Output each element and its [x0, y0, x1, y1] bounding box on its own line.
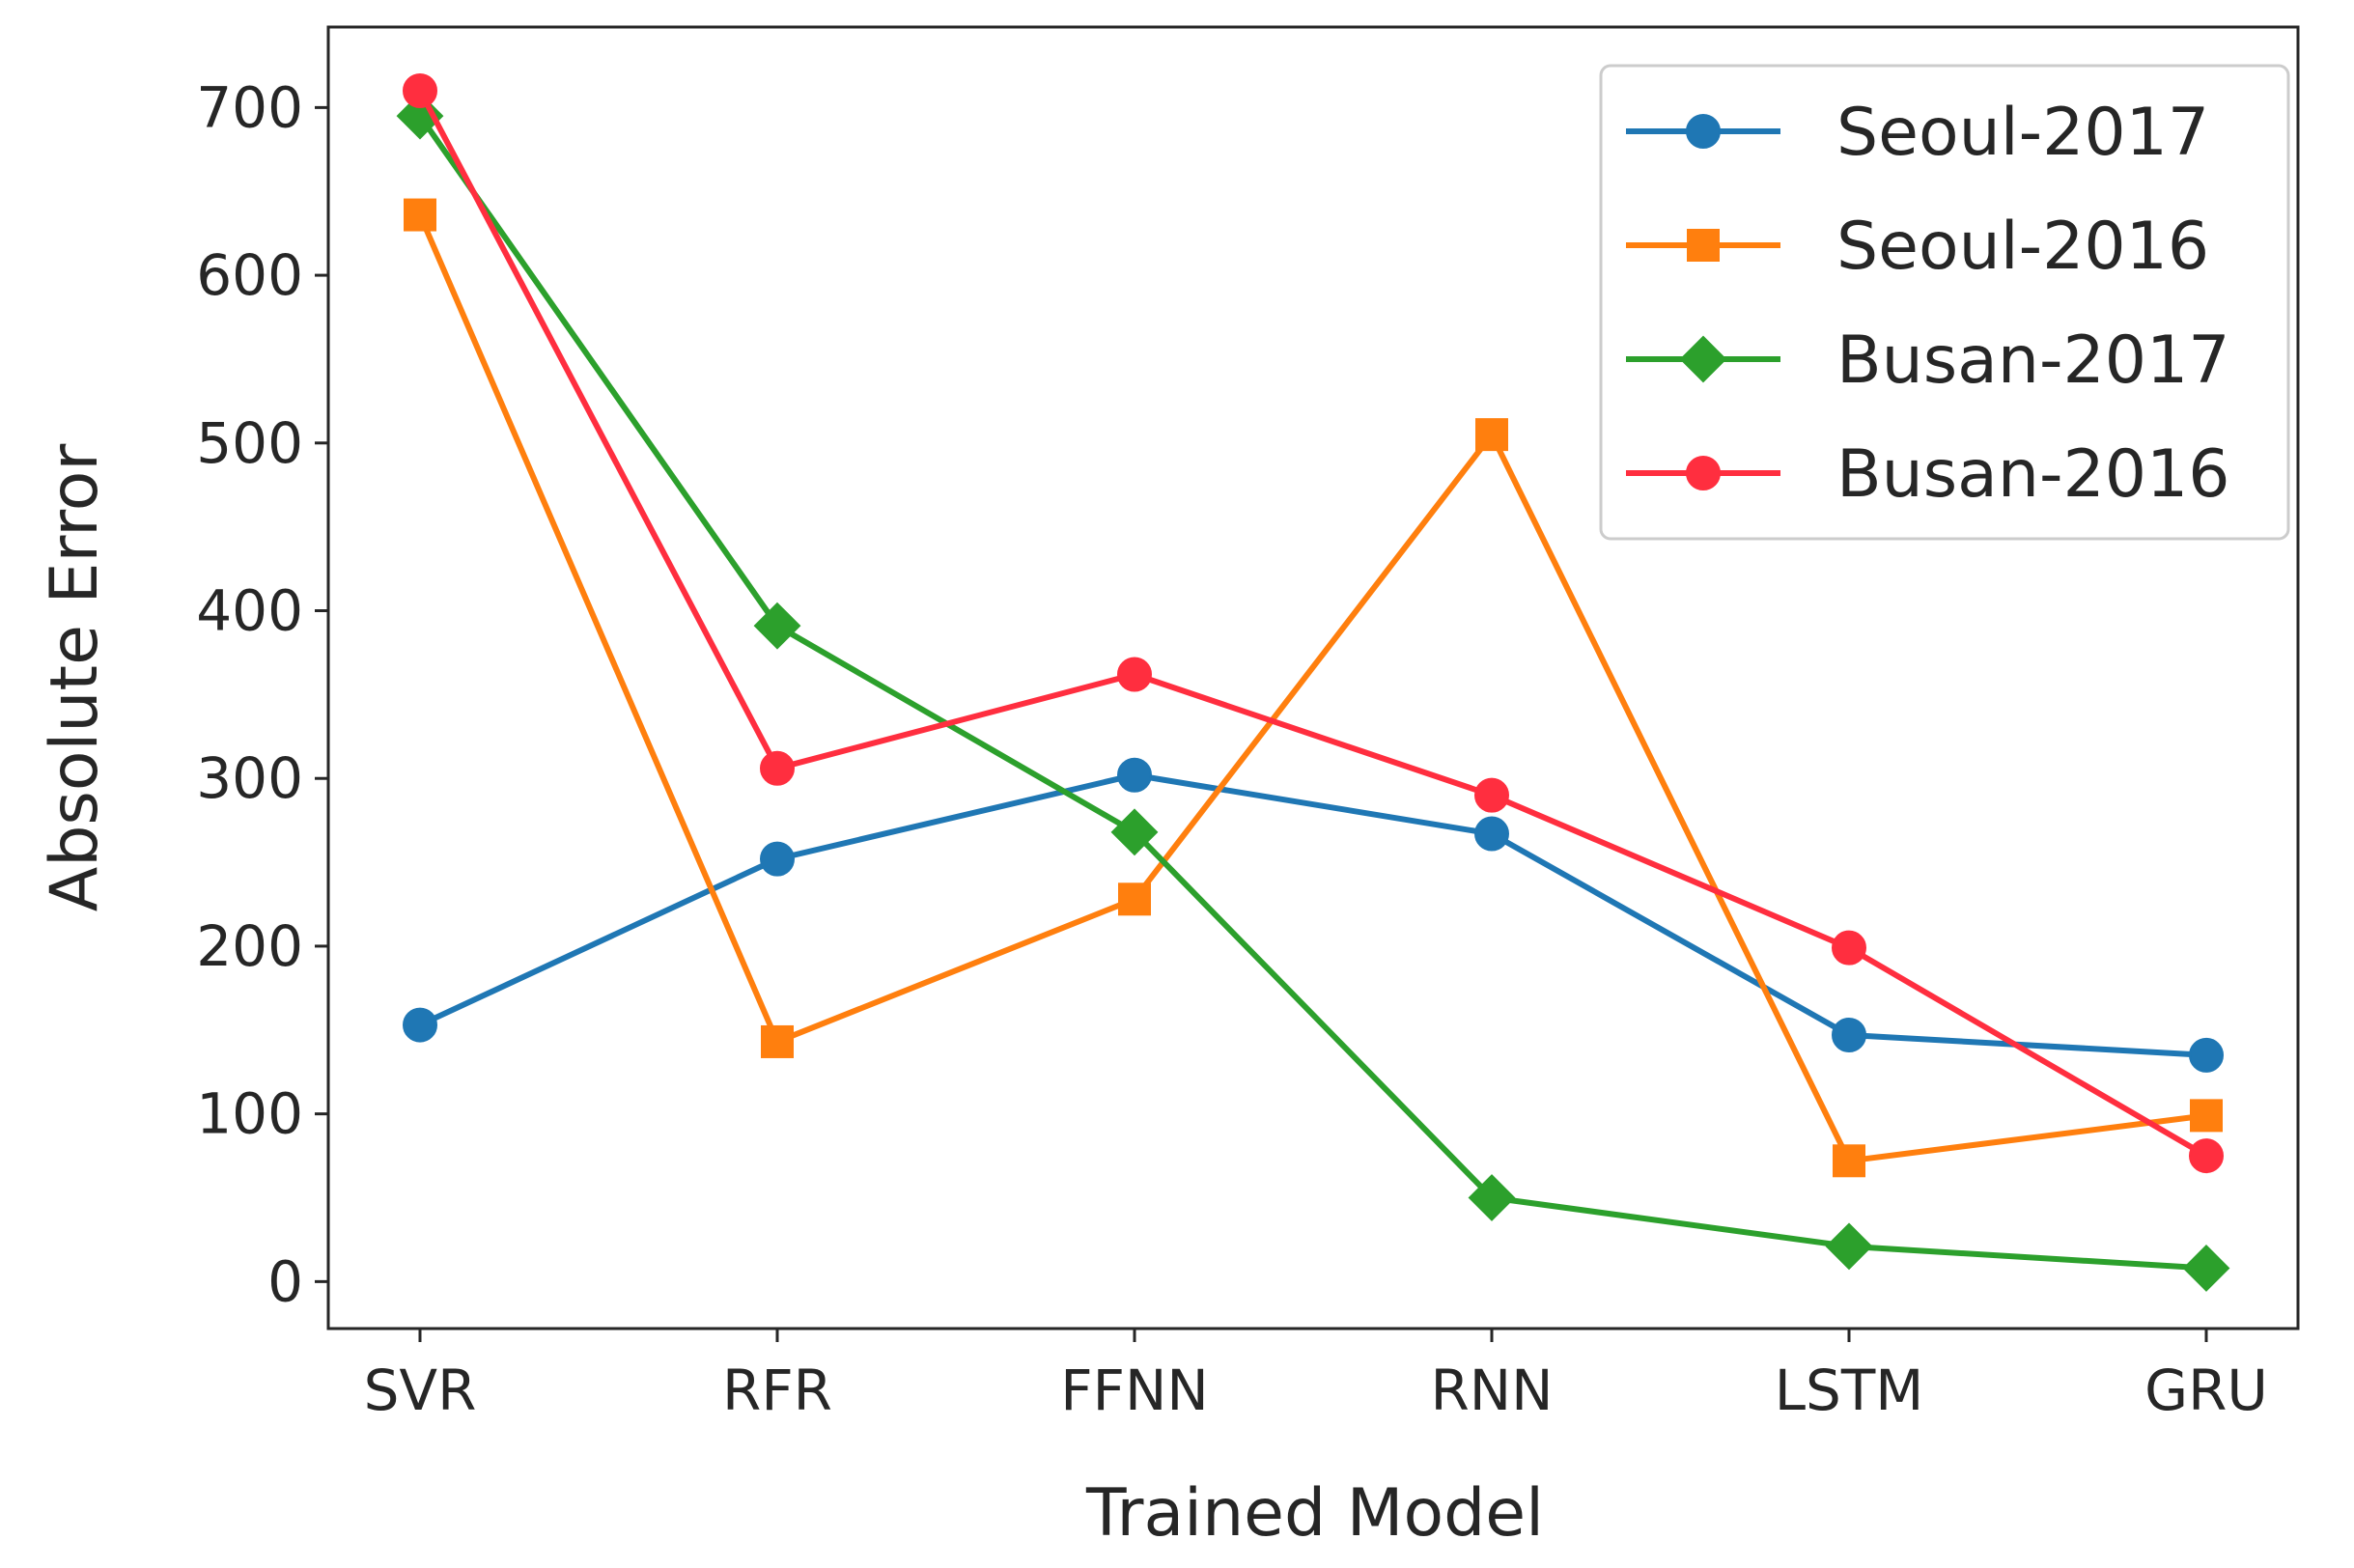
data-point — [1832, 1018, 1866, 1053]
x-tick-label: LSTM — [1775, 1358, 1924, 1423]
legend-entry: Busan-2017 — [1626, 322, 2230, 399]
legend: Seoul-2017 Seoul-2016 Busan-2017 Busan-2016 — [1599, 64, 2290, 541]
data-point — [404, 198, 436, 232]
data-point — [1110, 808, 1159, 856]
legend-label: Seoul-2016 — [1836, 209, 2209, 285]
series-layer — [396, 73, 2230, 1292]
legend-marker — [1686, 456, 1721, 490]
data-point — [1468, 1174, 1516, 1221]
data-point — [1825, 1222, 1873, 1271]
x-axis-ticks: SVR RFR FFNN RNN LSTM GRU — [364, 1329, 2268, 1423]
x-tick-label: GRU — [2144, 1358, 2268, 1423]
legend-marker — [1687, 229, 1720, 262]
legend-label: Busan-2017 — [1836, 322, 2230, 399]
data-point — [1117, 657, 1152, 692]
y-axis-title: Absolute Error — [37, 444, 113, 912]
data-point — [396, 92, 444, 140]
legend-marker — [1679, 335, 1727, 383]
series-line — [417, 114, 2207, 1272]
data-point — [403, 1007, 437, 1043]
legend-entry: Busan-2016 — [1626, 436, 2230, 513]
y-tick-label: 300 — [196, 745, 303, 811]
data-point — [1833, 1144, 1865, 1178]
y-tick-label: 500 — [196, 410, 303, 476]
data-point — [2189, 1138, 2224, 1174]
data-point — [2189, 1037, 2224, 1073]
y-axis-ticks: 0 100 200 300 400 500 600 700 — [196, 74, 328, 1314]
legend-label: Seoul-2017 — [1836, 95, 2209, 171]
legend-marker — [1686, 114, 1721, 149]
legend-entry: Seoul-2016 — [1626, 209, 2209, 285]
y-tick-label: 200 — [196, 913, 303, 979]
legend-entry: Seoul-2017 — [1626, 95, 2209, 171]
data-point — [1832, 930, 1866, 966]
legend-entries: Seoul-2017 Seoul-2016 Busan-2017 Busan-2016 — [1626, 95, 2230, 513]
series-busan-2017 — [396, 92, 2230, 1292]
x-tick-label: FFNN — [1060, 1358, 1209, 1423]
y-tick-label: 0 — [267, 1248, 303, 1314]
data-point — [760, 841, 795, 877]
series-seoul-2016 — [404, 198, 2223, 1178]
x-axis-title: Trained Model — [1085, 1475, 1544, 1552]
y-tick-label: 600 — [196, 242, 303, 308]
series-line — [418, 771, 2207, 1058]
data-point — [760, 750, 795, 786]
series-seoul-2017 — [403, 757, 2224, 1073]
y-tick-label: 100 — [196, 1081, 303, 1147]
data-point — [1475, 418, 1508, 452]
data-point — [1118, 882, 1151, 916]
data-point — [2190, 1099, 2223, 1133]
data-point — [1474, 816, 1509, 852]
data-point — [761, 1024, 794, 1058]
legend-label: Busan-2016 — [1836, 436, 2230, 513]
data-point — [1474, 777, 1509, 813]
data-point — [2182, 1245, 2230, 1292]
x-tick-label: RNN — [1430, 1358, 1553, 1423]
x-tick-label: RFR — [722, 1358, 832, 1423]
legend-frame — [1599, 64, 2290, 541]
y-tick-label: 400 — [196, 578, 303, 644]
series-line — [417, 89, 2208, 1159]
series-line — [417, 213, 2207, 1164]
y-tick-label: 700 — [196, 74, 303, 140]
data-point — [753, 602, 801, 650]
series-busan-2016 — [403, 73, 2224, 1174]
data-point — [403, 73, 437, 109]
x-tick-label: SVR — [364, 1358, 477, 1423]
data-point — [1117, 757, 1152, 793]
